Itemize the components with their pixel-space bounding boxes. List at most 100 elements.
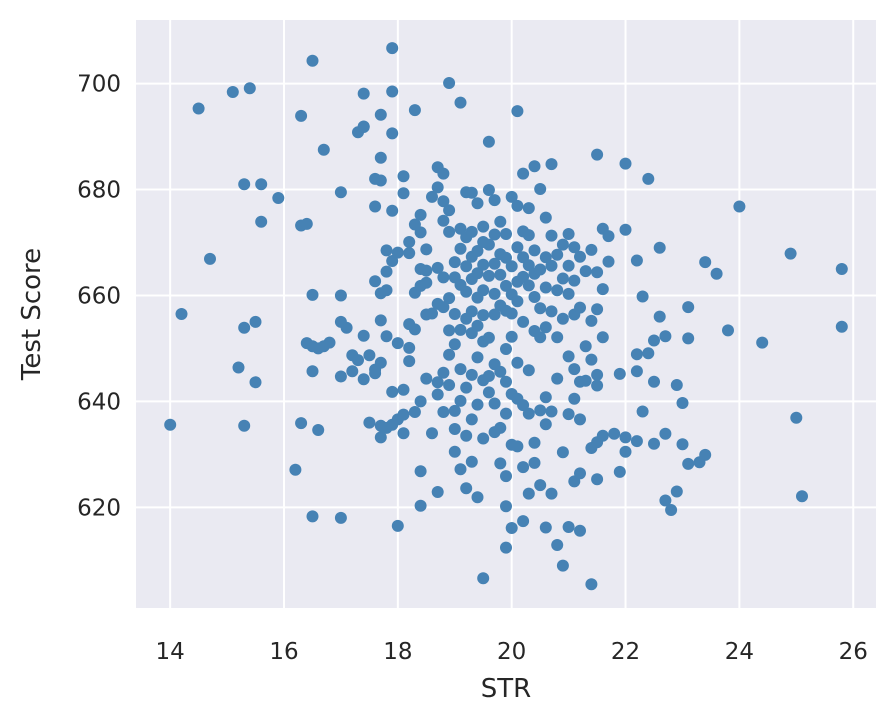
data-point <box>596 429 609 442</box>
data-point <box>380 330 393 343</box>
data-point <box>374 151 387 164</box>
data-point <box>334 511 347 524</box>
data-point <box>796 490 808 503</box>
data-point <box>414 395 427 408</box>
data-point <box>591 473 604 486</box>
data-point <box>488 257 501 270</box>
data-point <box>443 324 456 337</box>
data-point <box>579 340 592 353</box>
data-point <box>534 479 547 492</box>
data-point <box>591 379 604 392</box>
data-point <box>545 158 558 171</box>
data-point <box>511 241 524 254</box>
data-point <box>568 392 581 405</box>
data-point <box>465 368 478 381</box>
data-point <box>494 421 507 434</box>
data-point <box>437 195 450 208</box>
data-point <box>534 263 547 276</box>
data-point <box>653 241 666 254</box>
x-tick-labels: 14 16 18 20 22 24 26 <box>156 639 868 665</box>
data-point <box>374 356 387 369</box>
data-point <box>505 260 518 273</box>
data-point <box>232 361 245 374</box>
data-point <box>454 96 467 109</box>
data-point <box>568 241 581 254</box>
data-point <box>500 541 512 554</box>
data-point <box>454 323 467 336</box>
data-point <box>448 404 461 417</box>
data-point <box>420 264 433 277</box>
data-point <box>568 274 581 287</box>
data-point <box>443 379 456 391</box>
data-point <box>397 383 410 396</box>
data-point <box>408 406 421 418</box>
data-point <box>579 265 592 278</box>
data-point <box>500 375 512 388</box>
data-point <box>574 524 586 537</box>
data-point <box>619 157 632 170</box>
data-point <box>431 261 444 274</box>
data-point <box>471 351 484 364</box>
data-point <box>465 305 478 318</box>
data-point <box>562 521 575 533</box>
data-point <box>454 242 467 255</box>
data-point <box>471 267 484 280</box>
data-point <box>722 324 734 337</box>
data-point <box>648 375 660 388</box>
data-point <box>500 470 512 483</box>
data-point <box>562 287 575 300</box>
data-point <box>630 435 643 448</box>
data-point <box>204 252 216 265</box>
data-point <box>505 307 518 320</box>
data-point <box>505 190 518 203</box>
data-point <box>670 485 683 498</box>
data-point <box>494 457 507 470</box>
data-point <box>630 254 643 267</box>
data-point <box>488 228 501 241</box>
y-tick-label: 680 <box>77 178 121 204</box>
data-point <box>448 445 461 458</box>
data-point <box>574 413 586 426</box>
data-point <box>323 336 336 349</box>
x-tick-label: 18 <box>383 639 412 665</box>
data-point <box>653 310 666 323</box>
data-point <box>522 279 535 292</box>
data-point <box>431 181 444 194</box>
x-tick-label: 16 <box>269 639 298 665</box>
data-point <box>591 148 604 161</box>
data-point <box>482 269 495 282</box>
data-point <box>465 455 478 468</box>
data-point <box>545 259 558 272</box>
data-point <box>835 320 848 333</box>
data-point <box>596 283 609 296</box>
y-tick-label: 700 <box>77 72 121 98</box>
data-point <box>534 302 547 315</box>
data-point <box>551 284 564 297</box>
data-point <box>665 504 678 516</box>
x-tick-label: 22 <box>611 639 640 665</box>
data-point <box>613 465 626 478</box>
data-point <box>539 211 552 224</box>
data-point <box>539 418 552 431</box>
data-point <box>471 491 484 504</box>
data-point <box>556 446 569 459</box>
data-point <box>591 266 604 279</box>
data-point <box>539 521 552 534</box>
data-point <box>528 291 541 303</box>
data-point <box>414 465 427 478</box>
data-point <box>500 251 512 264</box>
data-point <box>585 314 598 327</box>
data-point <box>699 448 712 461</box>
data-point <box>522 229 535 242</box>
data-point <box>642 172 655 185</box>
data-point <box>391 246 404 259</box>
data-point <box>175 308 188 320</box>
data-point <box>306 510 319 523</box>
data-point <box>585 353 598 366</box>
data-point <box>312 424 325 436</box>
data-point <box>517 270 530 283</box>
data-point <box>636 290 649 303</box>
data-point <box>334 186 347 199</box>
data-point <box>522 259 535 272</box>
